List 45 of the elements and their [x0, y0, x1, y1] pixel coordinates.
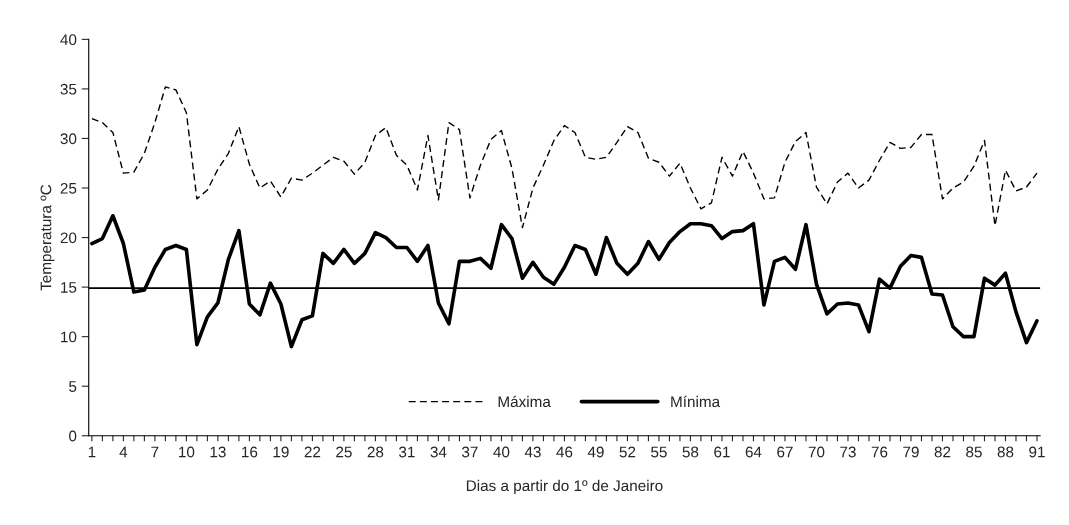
x-tick-label: 55	[651, 446, 667, 458]
x-tick-label: 85	[966, 446, 982, 458]
y-tick-label: 40	[60, 34, 77, 46]
legend-label: Máxima	[498, 395, 551, 408]
y-tick-label: 20	[60, 232, 77, 244]
x-tick-label: 25	[336, 446, 352, 458]
x-tick-label: 37	[462, 446, 478, 458]
y-tick-label: 30	[60, 133, 77, 145]
x-tick-label: 79	[903, 446, 919, 458]
x-tick-label: 16	[242, 446, 258, 458]
y-tick-label: 25	[60, 182, 77, 194]
x-tick-label: 22	[304, 446, 321, 458]
x-tick-label: 1	[88, 446, 96, 458]
y-tick-label: 0	[69, 430, 77, 442]
x-tick-label: 13	[210, 446, 226, 458]
x-tick-label: 31	[399, 446, 415, 458]
x-tick-label: 88	[997, 446, 1014, 458]
y-tick-label: 35	[60, 83, 77, 95]
legend-label: Mínima	[671, 395, 721, 408]
x-tick-label: 64	[745, 446, 762, 458]
x-tick-label: 19	[273, 446, 289, 458]
x-tick-label: 34	[430, 446, 447, 458]
y-tick-label: 10	[61, 331, 77, 343]
y-tick-label: 15	[61, 282, 77, 293]
x-tick-label: 67	[777, 446, 793, 458]
x-tick-label: 7	[151, 446, 159, 458]
x-tick-label: 70	[808, 446, 825, 458]
x-tick-label: 10	[179, 446, 195, 458]
x-tick-label: 28	[367, 446, 384, 458]
line-series	[91, 86, 1038, 229]
x-tick-label: 4	[119, 446, 128, 458]
x-tick-label: 40	[493, 446, 510, 458]
x-tick-label: 49	[587, 446, 604, 458]
x-axis-title: Dias a partir do 1º de Janeiro	[466, 479, 663, 495]
x-tick-label: 58	[682, 446, 699, 458]
y-axis-title: Temperatura ºC	[40, 184, 55, 291]
y-tick-label: 5	[69, 381, 77, 392]
x-tick-label: 61	[714, 446, 730, 458]
x-tick-label: 76	[871, 446, 888, 458]
x-tick-label: 43	[524, 446, 541, 458]
x-tick-label: 82	[934, 446, 951, 458]
x-tick-label: 46	[556, 446, 573, 458]
x-tick-label: 52	[619, 446, 636, 458]
x-tick-label: 91	[1029, 446, 1045, 458]
x-tick-label: 73	[840, 446, 856, 458]
